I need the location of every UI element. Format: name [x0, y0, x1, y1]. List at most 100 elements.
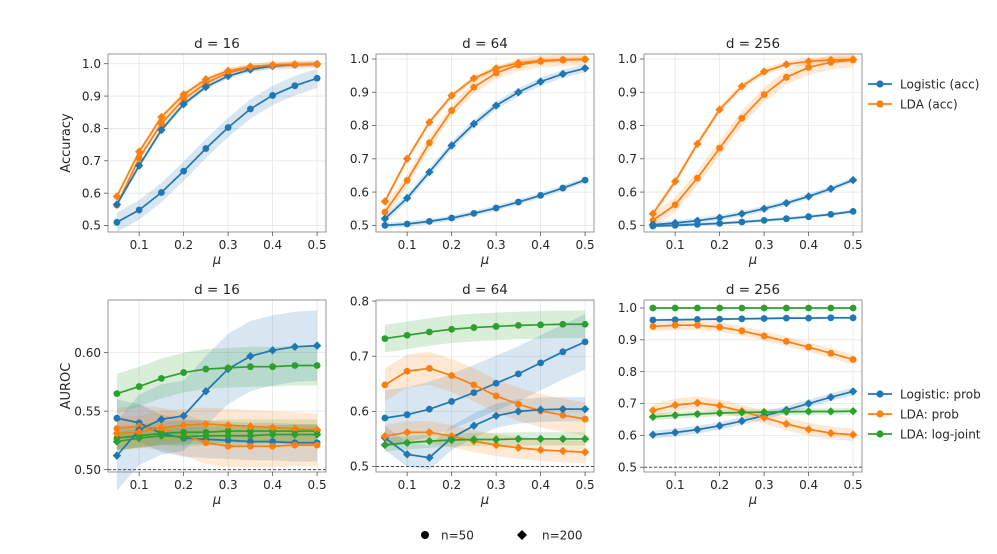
- data-point-diamond: [447, 435, 456, 445]
- data-point-circle: [693, 316, 701, 323]
- plot-frame: [375, 299, 595, 473]
- data-point-diamond: [782, 419, 791, 429]
- data-point-circle: [470, 324, 478, 331]
- data-point-diamond: [491, 64, 501, 73]
- series-line: [116, 364, 318, 395]
- data-point-circle: [716, 304, 724, 312]
- data-point-circle: [224, 437, 232, 444]
- data-point-diamond: [693, 398, 702, 408]
- data-point-diamond: [715, 213, 724, 222]
- data-point-diamond: [580, 64, 590, 73]
- data-point-circle: [760, 332, 768, 340]
- data-point-diamond: [290, 424, 300, 433]
- y-tick-label: 0.9: [82, 89, 101, 103]
- data-point-circle: [581, 415, 589, 423]
- x-tick-label: 0.3: [487, 238, 506, 252]
- data-point-circle: [805, 314, 813, 322]
- chart-title: d = 16: [194, 282, 240, 298]
- x-tick-label: 0.5: [576, 478, 595, 492]
- data-point-circle: [135, 206, 143, 214]
- data-point-circle: [224, 364, 232, 372]
- legend-label: LDA: prob: [900, 407, 959, 421]
- data-point-circle: [671, 316, 679, 324]
- data-point-circle: [246, 438, 254, 445]
- series-line: [652, 402, 854, 436]
- series-line: [116, 430, 318, 439]
- data-point-circle: [202, 365, 210, 373]
- data-point-circle: [448, 398, 456, 405]
- marker-legend: n=50 n=200: [421, 529, 583, 543]
- data-point-diamond: [580, 404, 590, 414]
- data-point-circle: [180, 95, 188, 103]
- data-point-diamond: [648, 209, 658, 218]
- data-point-circle: [202, 145, 210, 152]
- plot-frame: [375, 53, 595, 233]
- data-point-diamond: [112, 437, 122, 446]
- x-axis-label: μ: [212, 253, 221, 268]
- legend-label: LDA (acc): [900, 97, 958, 111]
- data-point-diamond: [491, 411, 501, 420]
- confidence-band: [116, 310, 318, 491]
- data-point-diamond: [648, 406, 658, 415]
- data-point-diamond: [112, 451, 122, 460]
- series-legend: Logistic: prob LDA: prob LDA: log-joint: [868, 387, 981, 441]
- chart-title: d = 16: [194, 36, 240, 52]
- data-point-diamond: [737, 82, 747, 91]
- data-point-diamond: [157, 125, 166, 135]
- data-point-diamond: [848, 55, 858, 64]
- x-tick-label: 0.2: [710, 478, 729, 492]
- data-point-circle: [269, 92, 277, 99]
- y-tick-label: 0.5: [618, 219, 637, 233]
- data-point-diamond: [848, 406, 858, 416]
- plot-frame: [643, 53, 863, 233]
- series-line: [116, 433, 318, 443]
- plot-frame: [107, 299, 327, 473]
- x-axis-label: μ: [480, 493, 489, 508]
- data-point-circle: [157, 120, 165, 127]
- data-point-diamond: [402, 438, 412, 447]
- confidence-band: [652, 52, 854, 228]
- data-point-diamond: [380, 440, 390, 450]
- data-point-diamond: [425, 167, 434, 177]
- data-point-diamond: [804, 399, 813, 408]
- data-point-circle: [269, 363, 277, 371]
- data-point-diamond: [648, 220, 658, 229]
- series-line: [116, 423, 318, 435]
- series-line: [116, 425, 318, 448]
- series-line: [384, 367, 586, 420]
- data-point-diamond: [737, 416, 747, 426]
- y-tick-label: 0.9: [350, 85, 369, 99]
- data-point-diamond: [469, 435, 479, 444]
- data-point-circle: [425, 364, 433, 372]
- data-point-circle: [537, 321, 545, 329]
- data-point-circle: [425, 405, 433, 413]
- data-point-circle: [246, 427, 254, 435]
- y-tick-label: 1.0: [350, 52, 369, 66]
- x-tick-label: 0.1: [666, 478, 685, 492]
- data-point-diamond: [380, 214, 390, 223]
- x-tick-label: 0.1: [398, 478, 417, 492]
- data-point-circle: [157, 189, 165, 196]
- chart-panel-5: 0.1 0.2 0.3 0.4 0.5 0.5 0.6 0.7 0.8 d = 64 μ: [350, 282, 595, 508]
- data-point-diamond: [425, 428, 434, 437]
- data-point-diamond: [268, 346, 277, 355]
- data-point-circle: [693, 321, 701, 329]
- data-point-circle: [246, 442, 254, 450]
- data-point-diamond: [737, 408, 747, 417]
- data-point-circle: [492, 69, 500, 77]
- confidence-band: [384, 432, 586, 452]
- data-point-diamond: [179, 99, 188, 109]
- data-point-diamond: [558, 404, 568, 414]
- data-point-circle: [403, 220, 411, 228]
- chart-panel-4: 0.1 0.2 0.3 0.4 0.5 0.50 0.55 0.60 d = 16 μ AUROC: [59, 282, 327, 508]
- data-point-diamond: [157, 431, 166, 440]
- data-point-diamond: [425, 436, 434, 446]
- data-point-diamond: [201, 75, 211, 84]
- series-legend: Logistic (acc) LDA (acc): [868, 77, 979, 111]
- data-point-circle: [760, 216, 768, 224]
- y-tick-label: 0.6: [350, 185, 369, 199]
- x-tick-label: 0.4: [531, 478, 550, 492]
- data-point-diamond: [826, 428, 836, 438]
- data-point-circle: [313, 441, 321, 449]
- y-tick-label: 0.5: [350, 219, 369, 233]
